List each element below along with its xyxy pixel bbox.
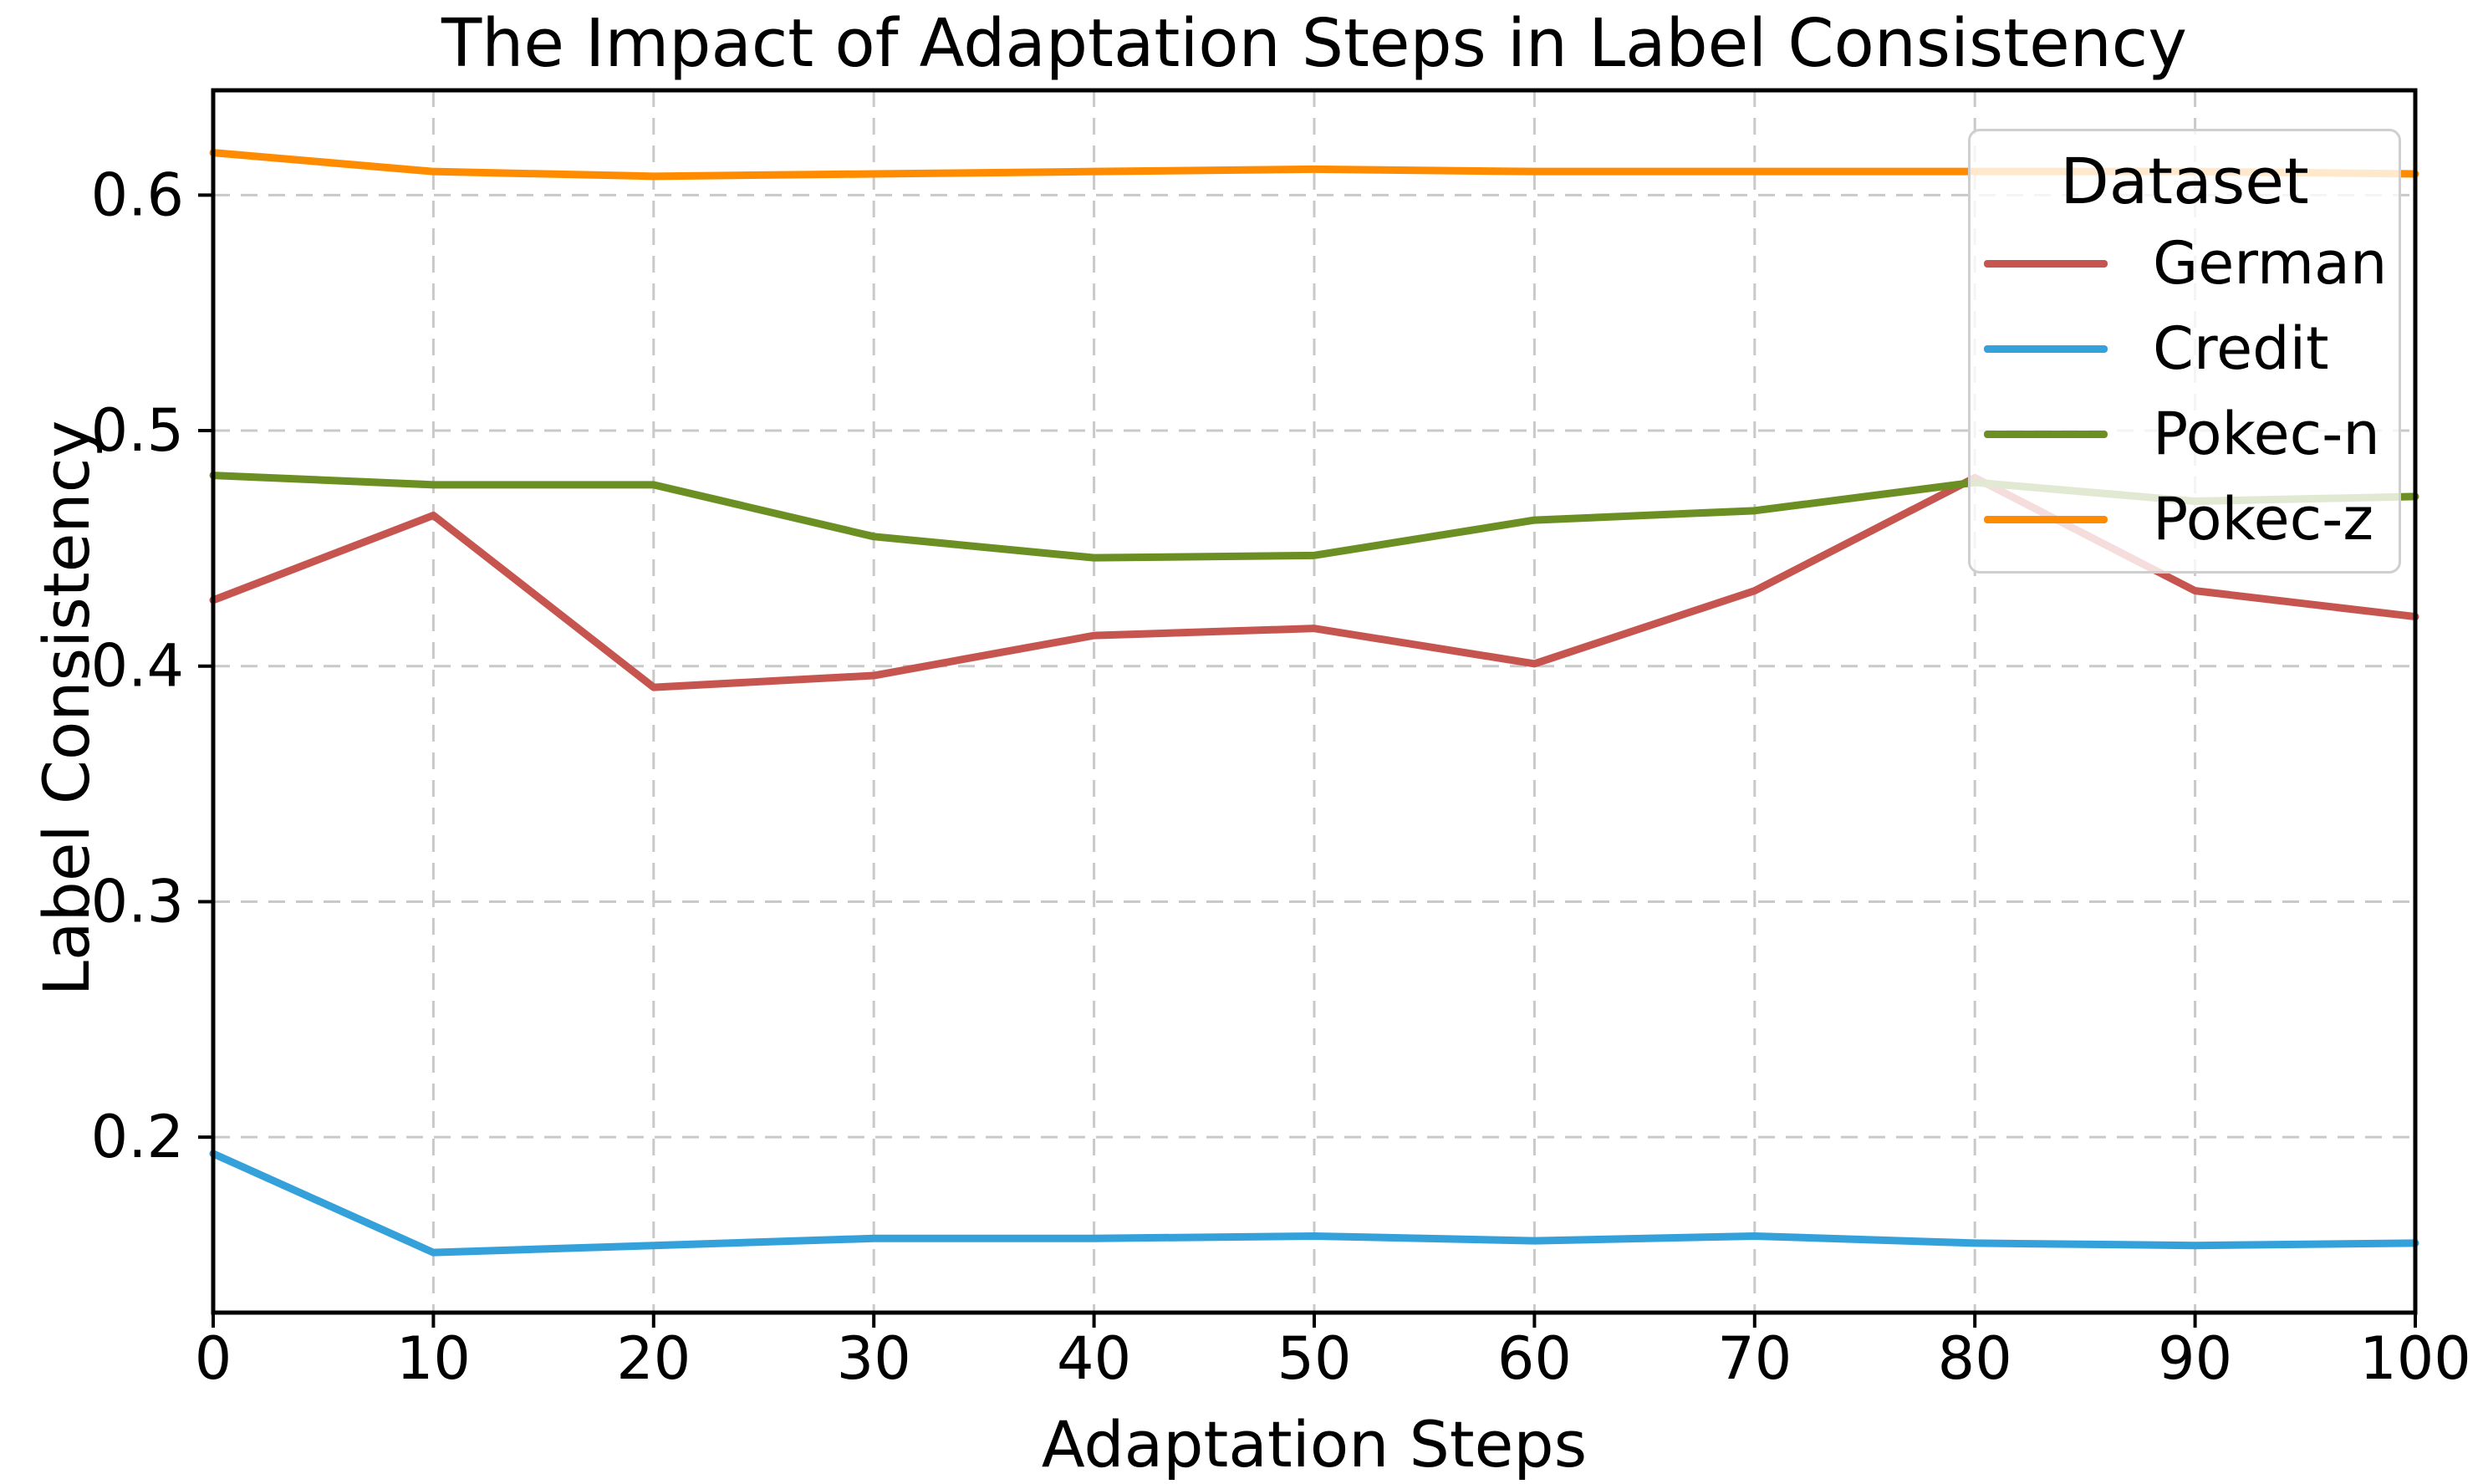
x-tick-label: 20: [616, 1324, 691, 1393]
x-tick-label: 70: [1717, 1324, 1792, 1393]
x-tick-label: 40: [1057, 1324, 1131, 1393]
legend-swatch-german: [1984, 259, 2108, 268]
x-tick-label: 10: [396, 1324, 471, 1393]
legend-item-credit: Credit: [1971, 306, 2399, 391]
x-tick-label: 90: [2158, 1324, 2232, 1393]
series-line-credit: [209, 1150, 2419, 1257]
x-tick-label: 0: [195, 1324, 232, 1393]
legend-item-pokec-n: Pokec-n: [1971, 391, 2399, 477]
y-axis-label: Label Consistency: [29, 420, 104, 997]
legend-item-german: German: [1971, 221, 2399, 306]
x-axis-label: Adaptation Steps: [1041, 1407, 1588, 1481]
legend-label: Pokec-n: [2153, 400, 2380, 468]
x-tick-label: 80: [1938, 1324, 2012, 1393]
y-tick-label: 0.4: [91, 632, 184, 701]
legend-label: Pokec-z: [2153, 485, 2374, 553]
y-tick-label: 0.6: [91, 161, 184, 229]
legend-title: Dataset: [2060, 144, 2309, 218]
legend-swatch-pokec-n: [1984, 430, 2108, 438]
y-tick-label: 0.2: [91, 1103, 184, 1171]
legend-rows: German Credit Pokec-n Pokec-z: [1971, 221, 2399, 562]
legend-swatch-credit: [1984, 344, 2108, 353]
x-tick-label: 50: [1277, 1324, 1351, 1393]
legend-item-pokec-z: Pokec-z: [1971, 477, 2399, 562]
y-tick-label: 0.5: [91, 396, 184, 465]
x-tick-label: 100: [2359, 1324, 2471, 1393]
legend-label: Credit: [2153, 314, 2329, 383]
y-tick-label: 0.3: [91, 867, 184, 936]
chart-title: The Impact of Adaptation Steps in Label …: [441, 5, 2187, 82]
x-tick-label: 30: [837, 1324, 911, 1393]
legend-swatch-pokec-z: [1984, 515, 2108, 523]
legend: Dataset German Credit Pokec-n Pokec-z: [1968, 129, 2401, 574]
x-tick-label: 60: [1497, 1324, 1572, 1393]
legend-label: German: [2153, 229, 2388, 298]
